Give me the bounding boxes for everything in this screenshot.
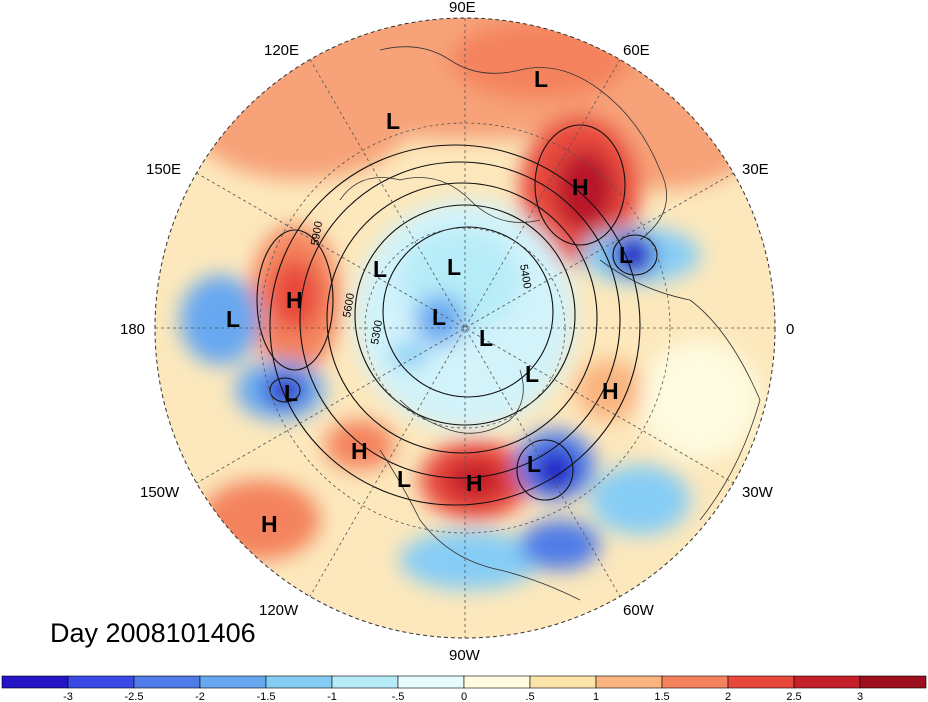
contour-label-group: 5900 5600 5300 5400	[309, 220, 533, 345]
high-center-marker: H	[286, 287, 303, 313]
map-border	[154, 17, 776, 639]
colorbar-tick-label: 3	[857, 691, 863, 702]
colorbar-tick-label: -1.5	[257, 691, 276, 702]
longitude-label: 0	[786, 321, 794, 338]
colorbar-swatch	[133, 675, 201, 689]
colorbar-swatch	[67, 675, 135, 689]
longitude-label: 30E	[742, 161, 769, 178]
colorbar-swatch	[661, 675, 729, 689]
pressure-centers: L L H L L L H L L L L H L H L H L H	[226, 66, 633, 537]
longitude-label: 90W	[449, 647, 481, 664]
low-center-marker: L	[527, 451, 541, 477]
colorbar-swatch	[397, 675, 465, 689]
colorbar-tick-label: 1.5	[654, 691, 669, 702]
contour-label: 5600	[341, 292, 357, 318]
colorbar-tick-label: -2	[195, 691, 205, 702]
longitude-label: 150W	[140, 484, 180, 501]
low-center-marker: L	[386, 108, 400, 134]
high-center-marker: H	[572, 174, 589, 200]
coastlines	[339, 46, 761, 601]
colorbar-swatch	[595, 675, 663, 689]
low-center-marker: L	[619, 242, 633, 268]
low-center-marker: L	[284, 380, 298, 406]
graticule	[155, 18, 775, 638]
contour-label: 5300	[369, 319, 385, 345]
contour-label: 5900	[309, 220, 325, 246]
colorbar: -3 -2.5 -2 -1.5 -1 -.5 0 .5 1 1.5 2 2.5 3	[1, 675, 927, 702]
high-center-marker: H	[261, 511, 278, 537]
longitude-label: 60W	[623, 602, 655, 619]
low-center-marker: L	[397, 466, 411, 492]
colorbar-tick-label: -3	[63, 691, 73, 702]
colorbar-tick-label: -.5	[392, 691, 405, 702]
colorbar-tick-label: 0	[461, 691, 467, 702]
colorbar-tick-label: .5	[525, 691, 534, 702]
longitude-labels: 90E 60E 30E 0 30W 60W 90W 120W 150W 180 …	[120, 0, 794, 664]
low-center-marker: L	[432, 304, 446, 330]
low-center-marker: L	[479, 325, 493, 351]
contour-label: 5400	[517, 263, 533, 289]
longitude-label: 150E	[146, 161, 181, 178]
colorbar-swatch	[463, 675, 531, 689]
colorbar-swatch	[199, 675, 267, 689]
colorbar-swatch	[265, 675, 333, 689]
low-center-marker: L	[373, 256, 387, 282]
longitude-label: 60E	[623, 42, 650, 59]
colorbar-tick-label: 1	[593, 691, 599, 702]
colorbar-tick-label: 2	[725, 691, 731, 702]
high-center-marker: H	[466, 470, 483, 496]
high-center-marker: H	[602, 378, 619, 404]
longitude-label: 30W	[742, 484, 774, 501]
high-center-marker: H	[351, 438, 368, 464]
colorbar-swatch	[859, 675, 927, 689]
colorbar-swatch	[1, 675, 69, 689]
colorbar-swatch	[331, 675, 399, 689]
longitude-label: 120W	[259, 602, 299, 619]
colorbar-swatch	[529, 675, 597, 689]
colorbar-tick-label: 2.5	[786, 691, 801, 702]
colorbar-swatch	[793, 675, 861, 689]
longitude-label: 120E	[264, 42, 299, 59]
low-center-marker: L	[226, 306, 240, 332]
day-title: Day 2008101406	[50, 618, 256, 648]
low-center-marker: L	[525, 361, 539, 387]
longitude-label: 90E	[449, 0, 476, 16]
longitude-label: 180	[120, 321, 145, 338]
colorbar-swatch	[727, 675, 795, 689]
colorbar-tick-label: -2.5	[125, 691, 144, 702]
colorbar-tick-label: -1	[327, 691, 337, 702]
low-center-marker: L	[447, 254, 461, 280]
low-center-marker: L	[534, 66, 548, 92]
